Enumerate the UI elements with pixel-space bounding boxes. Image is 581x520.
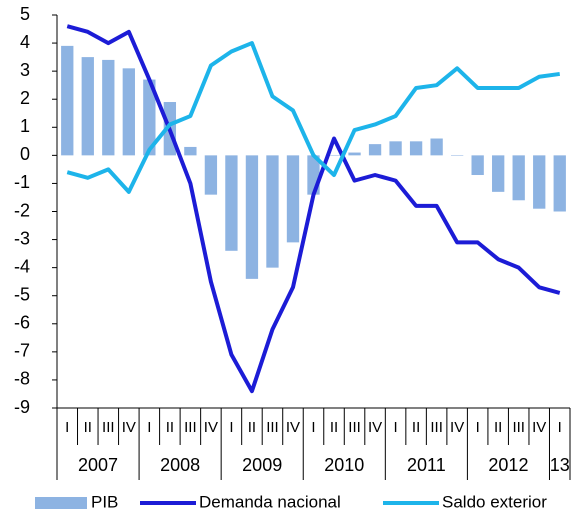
x-tick-label: IV [450, 419, 464, 436]
y-tick-label: -5 [14, 284, 30, 304]
line [66, 24, 561, 394]
y-tick-label: 5 [20, 4, 30, 24]
bar [143, 79, 156, 156]
bar [533, 155, 546, 209]
x-tick-label: II [166, 419, 174, 436]
x-tick-label: III [348, 419, 361, 436]
bar [492, 155, 505, 192]
bar [553, 155, 566, 212]
x-tick-label: IV [286, 419, 300, 436]
x-group-label: 2011 [407, 455, 446, 475]
x-tick-label: IV [204, 419, 218, 436]
x-group-label: 2010 [324, 455, 364, 475]
y-tick-label: 3 [20, 60, 30, 80]
bar [450, 155, 464, 156]
line [66, 41, 561, 194]
legend-label: Saldo exterior [442, 492, 547, 511]
bar [81, 57, 94, 156]
x-tick-label: I [65, 419, 69, 436]
y-tick-label: 1 [20, 116, 30, 136]
x-tick-label: II [248, 419, 256, 436]
x-tick-label: I [229, 419, 233, 436]
legend-label: Demanda nacional [199, 492, 341, 511]
bar [430, 138, 443, 156]
x-tick-label: I [476, 419, 480, 436]
y-tick-label: -3 [14, 228, 30, 248]
bar [389, 141, 402, 156]
bar [348, 152, 361, 156]
x-tick-label: IV [368, 419, 382, 436]
y-tick-label: -8 [14, 369, 30, 389]
x-tick-label: III [184, 419, 197, 436]
x-tick-label: I [147, 419, 151, 436]
x-tick-label: III [266, 419, 279, 436]
x-tick-label: III [102, 419, 115, 436]
y-tick-label: -2 [14, 200, 30, 220]
x-tick-label: IV [532, 419, 546, 436]
y-tick-label: -6 [14, 313, 30, 333]
x-tick-label: II [84, 419, 92, 436]
bar [184, 146, 197, 156]
y-tick-label: 0 [20, 144, 30, 164]
x-group-label: 2007 [78, 455, 118, 475]
bar [327, 155, 341, 156]
x-tick-label: IV [122, 419, 136, 436]
x-group-label: 2012 [488, 455, 528, 475]
x-group-label: 13 [550, 455, 570, 475]
bar [471, 155, 484, 176]
bar [409, 141, 423, 156]
legend-label: PIB [91, 492, 118, 511]
x-tick-label: I [558, 419, 562, 436]
x-group-label: 2008 [160, 455, 200, 475]
bar [286, 155, 300, 243]
y-tick-label: -4 [14, 256, 30, 276]
y-tick-label: -9 [14, 397, 30, 417]
x-tick-label: II [494, 419, 502, 436]
x-tick-label: II [412, 419, 420, 436]
x-tick-label: I [393, 419, 397, 436]
x-tick-label: I [311, 419, 315, 436]
bar [225, 155, 238, 251]
x-group-label: 2009 [242, 455, 282, 475]
y-tick-label: -1 [14, 172, 30, 192]
bar [122, 68, 135, 156]
x-tick-label: II [330, 419, 338, 436]
legend-swatch [35, 497, 87, 509]
bar [204, 155, 218, 195]
y-tick-label: 4 [20, 32, 30, 52]
x-tick-label: III [430, 419, 443, 436]
bar [512, 155, 525, 201]
bar [266, 155, 279, 268]
y-tick-label: 2 [20, 88, 30, 108]
x-tick-label: III [512, 419, 525, 436]
bar [61, 45, 74, 156]
bar [245, 155, 259, 279]
y-tick-label: -7 [14, 341, 30, 361]
bar [368, 144, 382, 156]
bar [102, 59, 115, 156]
